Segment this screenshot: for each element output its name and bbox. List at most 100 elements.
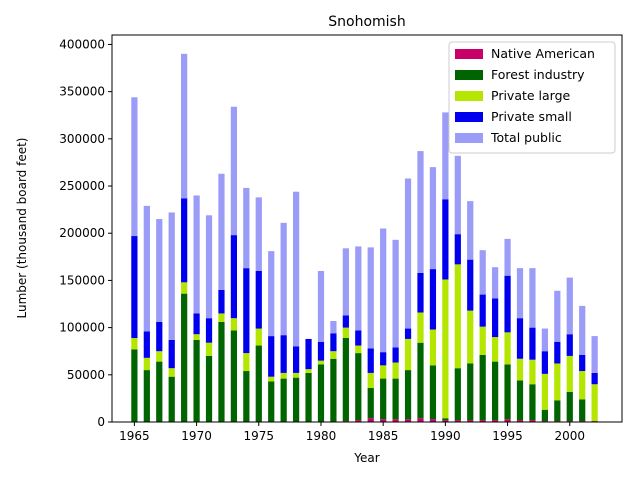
- bar-1999-series-3: [554, 341, 561, 364]
- bar-1981-series-2: [330, 351, 337, 359]
- bar-1967-series-1: [156, 361, 163, 422]
- bar-1972-series-4: [218, 173, 225, 290]
- bar-1979-series-1: [305, 372, 312, 422]
- x-tick-label: 2000: [554, 429, 585, 443]
- bar-1989-series-4: [429, 167, 437, 270]
- bar-1978-series-3: [292, 346, 300, 373]
- bar-1990-series-0: [442, 420, 449, 422]
- legend-label-3: Private small: [491, 109, 572, 124]
- bar-1980-series-3: [317, 341, 325, 361]
- bar-1979-series-3: [305, 338, 312, 370]
- bar-1969-series-3: [181, 198, 188, 283]
- bar-1985-series-2: [380, 365, 387, 379]
- bar-1966-series-3: [143, 331, 150, 358]
- y-tick-label: 400000: [59, 37, 105, 51]
- bars-layer: [131, 53, 598, 422]
- bar-1965-series-1: [131, 349, 138, 422]
- bar-1993-series-0: [479, 420, 486, 422]
- bar-1987-series-3: [404, 328, 412, 339]
- bar-1980-series-4: [317, 270, 325, 342]
- bar-1967-series-4: [156, 219, 163, 322]
- bar-2002-series-3: [591, 372, 598, 385]
- bar-1967-series-3: [156, 321, 163, 352]
- bar-1984-series-1: [367, 388, 374, 419]
- bar-1968-series-3: [168, 339, 175, 369]
- bar-1970-series-2: [193, 334, 200, 340]
- x-tick-label: 1995: [492, 429, 523, 443]
- bar-1988-series-2: [417, 312, 424, 343]
- bar-1990-series-2: [442, 279, 449, 419]
- bar-1999-series-1: [554, 400, 561, 422]
- bar-1982-series-4: [342, 248, 349, 316]
- bar-1997-series-1: [529, 384, 536, 421]
- legend-box: [448, 41, 616, 154]
- bar-1989-series-1: [429, 365, 437, 420]
- bar-1987-series-4: [404, 178, 412, 329]
- bar-1984-series-2: [367, 372, 374, 389]
- bar-1966-series-2: [143, 357, 150, 371]
- bar-1985-series-3: [380, 352, 387, 366]
- bar-1983-series-4: [355, 246, 362, 331]
- bar-1994-series-0: [492, 420, 499, 422]
- bar-2000-series-3: [566, 334, 573, 356]
- bar-1995-series-4: [504, 238, 511, 276]
- legend-swatch-2: [455, 91, 483, 101]
- bar-1994-series-4: [492, 267, 499, 299]
- bar-1972-series-1: [218, 321, 225, 422]
- bar-1997-series-2: [529, 359, 536, 385]
- bar-1991-series-4: [454, 155, 461, 235]
- legend-label-4: Total public: [490, 130, 562, 145]
- bar-1970-series-4: [193, 195, 200, 314]
- bar-1992-series-2: [467, 310, 474, 364]
- bar-1981-series-1: [330, 358, 337, 422]
- x-tick-label: 1985: [368, 429, 399, 443]
- bar-1986-series-2: [392, 362, 399, 379]
- bar-1980-series-2: [317, 360, 325, 365]
- bar-1976-series-2: [268, 376, 275, 382]
- bar-1990-series-3: [442, 199, 449, 280]
- bar-1996-series-4: [516, 268, 524, 319]
- bar-1987-series-1: [404, 370, 412, 420]
- bar-1983-series-2: [355, 345, 362, 354]
- bar-1976-series-4: [268, 251, 275, 337]
- bar-1974-series-2: [243, 353, 250, 372]
- bar-1989-series-3: [429, 269, 437, 330]
- bar-1998-series-2: [541, 373, 548, 410]
- y-tick-label: 350000: [59, 85, 105, 99]
- bar-1975-series-2: [255, 328, 262, 346]
- bar-1989-series-0: [429, 419, 437, 422]
- bar-2000-series-4: [566, 277, 573, 335]
- y-tick-label: 250000: [59, 179, 105, 193]
- bar-1981-series-3: [330, 333, 337, 352]
- bar-1967-series-2: [156, 351, 163, 362]
- bar-1997-series-0: [529, 420, 536, 422]
- bar-1978-series-4: [292, 191, 300, 347]
- bar-1996-series-3: [516, 318, 524, 359]
- bar-1985-series-0: [380, 419, 387, 422]
- bar-1998-series-3: [541, 351, 548, 374]
- bar-1994-series-2: [492, 337, 499, 362]
- bar-1984-series-0: [367, 418, 374, 422]
- bar-2000-series-1: [566, 391, 573, 422]
- x-axis: 1965 1970 1975 1980 1985 1990 1995 2000: [119, 422, 585, 443]
- chart-title: Snohomish: [328, 14, 405, 30]
- bar-1971-series-2: [205, 342, 213, 356]
- x-tick-label: 1975: [244, 429, 275, 443]
- bar-1993-series-3: [479, 294, 486, 327]
- bar-2001-series-3: [579, 354, 586, 372]
- legend-label-1: Forest industry: [491, 67, 585, 82]
- bar-1984-series-3: [367, 348, 374, 373]
- bar-1983-series-0: [355, 420, 362, 422]
- bar-2002-series-2: [591, 384, 598, 422]
- x-tick-label: 1990: [430, 429, 461, 443]
- bar-1988-series-3: [417, 272, 424, 313]
- bar-1968-series-2: [168, 368, 175, 377]
- bar-1999-series-4: [554, 290, 561, 342]
- bar-1996-series-1: [516, 380, 524, 421]
- bar-1977-series-1: [280, 378, 287, 422]
- bar-2001-series-1: [579, 399, 586, 422]
- bar-1966-series-4: [143, 205, 150, 332]
- bar-1989-series-2: [429, 329, 437, 366]
- x-axis-label: Year: [353, 451, 379, 465]
- bar-1986-series-0: [392, 419, 399, 422]
